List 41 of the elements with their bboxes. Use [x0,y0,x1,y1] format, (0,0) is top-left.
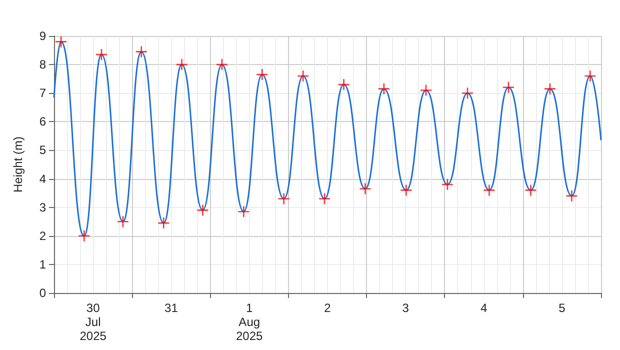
y-tick-label: 4 [39,172,46,186]
point [319,193,330,204]
y-tick-label: 2 [39,228,46,243]
x-tick-label: 3 [402,301,410,315]
y-tick-label: 3 [39,200,46,214]
y-tick-label: 0 [39,286,46,300]
x-tick-label: 30 Jul 2025 [80,301,107,343]
y-tick-label: 8 [39,58,46,72]
point [584,70,596,82]
point [197,204,208,216]
point [338,79,350,90]
point [256,69,268,80]
point [502,82,514,93]
y-tick-label: 1 [39,257,46,272]
point [525,184,536,196]
point [360,183,371,194]
point [400,184,412,196]
point [158,218,170,229]
y-tick-label: 5 [39,143,46,158]
point [56,36,67,48]
point [566,190,578,202]
point [176,59,188,70]
x-tick-label: 5 [558,301,566,315]
point [544,83,556,94]
point [462,88,474,99]
x-tick-label: 4 [480,301,488,315]
point [78,230,90,242]
point [378,83,390,94]
point [484,184,495,196]
y-tick-label: 9 [39,29,46,43]
point [238,206,250,218]
point [117,216,128,228]
x-tick-label: 1 Aug 2025 [236,301,264,343]
x-tick-label: 31 [164,301,178,315]
y-tick-label: 7 [39,86,46,100]
point [420,84,432,96]
x-tick-label: 2 [324,301,332,315]
point [136,46,147,58]
y-tick-label: 6 [39,114,46,129]
point [278,193,290,204]
y-axis-title: Height (m) [11,136,25,193]
